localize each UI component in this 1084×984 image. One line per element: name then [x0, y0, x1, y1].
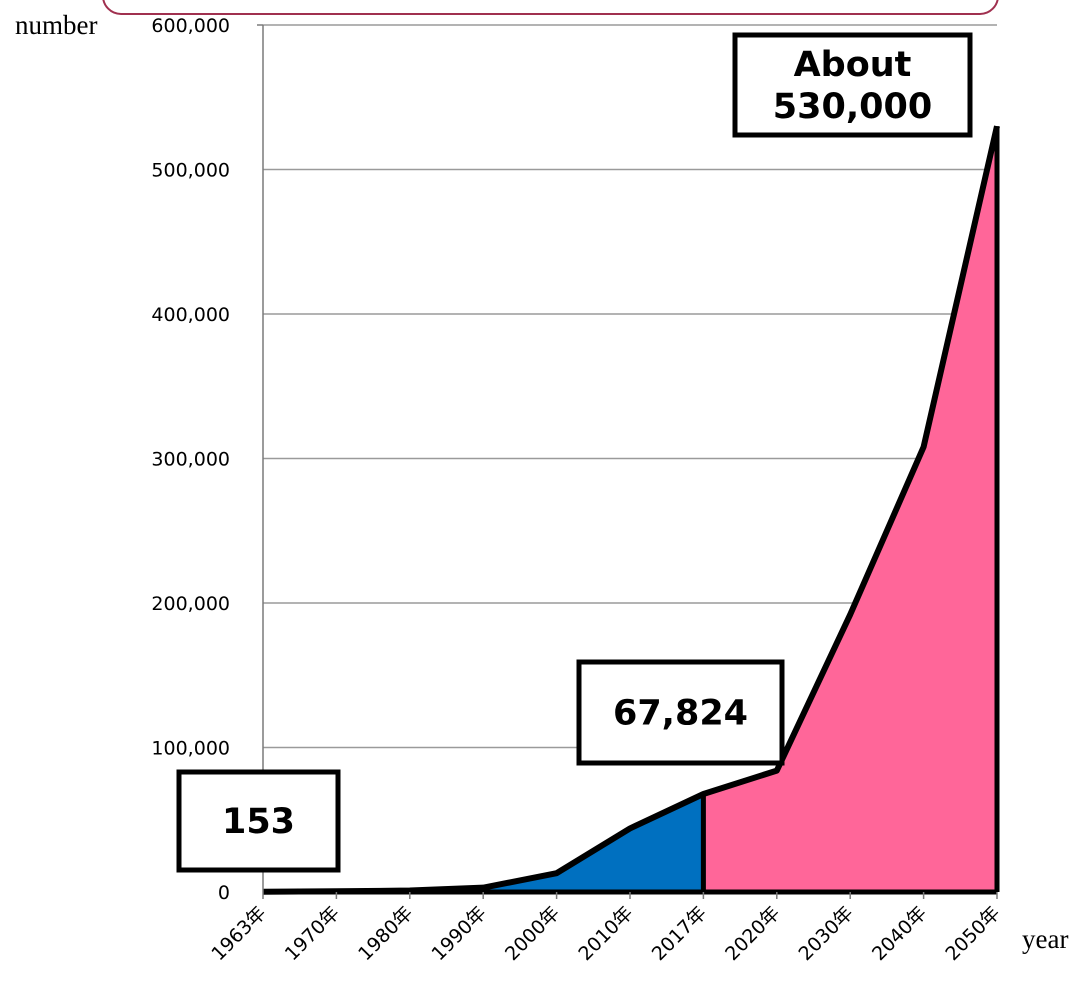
- x-tick-label: 1990年: [428, 902, 491, 965]
- x-tick-label: 1980年: [354, 902, 417, 965]
- series-areas: [262, 125, 1000, 895]
- callout-box: [576, 659, 785, 766]
- callout-box: [176, 769, 341, 873]
- callout-text: 67,824: [613, 694, 748, 734]
- callout-text: About: [794, 45, 912, 85]
- series-area-0: [263, 793, 704, 892]
- series-area-1: [703, 126, 997, 892]
- x-axis-label: year: [1022, 924, 1068, 954]
- x-tick-label: 2030年: [795, 902, 858, 965]
- callout-text: 153: [222, 802, 295, 842]
- callout-box: [732, 32, 973, 138]
- x-tick-label: 2010年: [574, 902, 637, 965]
- x-axis-ticks: 1963年 1970年 1980年 1990年 2000年 2010年 2017年 2020年…: [207, 892, 1005, 965]
- x-tick-label: 2040年: [868, 902, 931, 965]
- y-tick-label: 400,000: [151, 304, 230, 326]
- callout-text: 530,000: [773, 87, 932, 127]
- axes: [257, 24, 264, 892]
- y-tick-label: 100,000: [151, 738, 230, 760]
- y-axis-ticks: 0 100,000 200,000 300,000 400,000 500,000 600,…: [151, 15, 230, 904]
- x-tick-label: 2050年: [941, 902, 1004, 965]
- x-tick-label: 1970年: [281, 902, 344, 965]
- y-tick-label: 200,000: [151, 593, 230, 615]
- x-tick-label: 2020年: [721, 902, 784, 965]
- y-axis-label: number: [15, 10, 97, 40]
- x-tick-label: 2017年: [648, 902, 711, 965]
- y-tick-label: 500,000: [151, 160, 230, 182]
- y-tick-label: 300,000: [151, 449, 230, 471]
- y-tick-label: 600,000: [151, 15, 230, 37]
- x-tick-label: 2000年: [501, 902, 564, 965]
- title-banner: [102, 0, 999, 15]
- x-tick-label: 1963年: [207, 902, 270, 965]
- y-tick-label: 0: [218, 882, 230, 904]
